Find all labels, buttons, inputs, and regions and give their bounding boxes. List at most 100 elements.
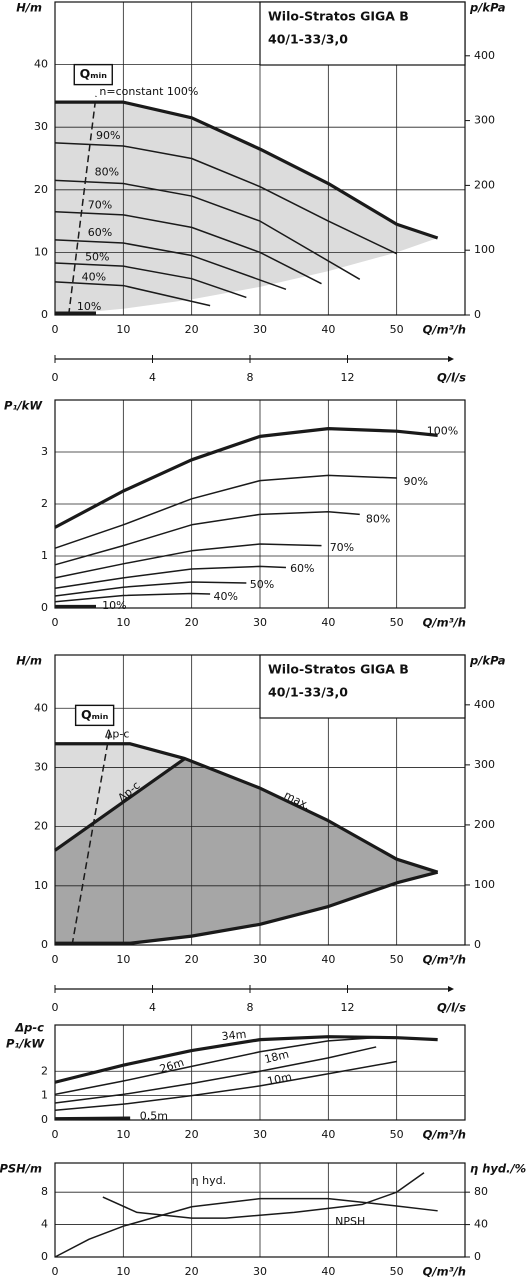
- operating-region: [55, 743, 185, 851]
- y2-tick-label: 0: [474, 938, 481, 951]
- curve: [54, 592, 211, 603]
- curve: [54, 474, 397, 549]
- annotation: Δp-c: [105, 727, 130, 740]
- x-axis-label: Q/m³/h: [423, 1265, 466, 1279]
- curve: [54, 757, 186, 852]
- x-axis-label: Q/m³/h: [423, 616, 466, 630]
- curve: [54, 1035, 438, 1084]
- x-tick-label: 50: [390, 953, 404, 966]
- y-tick-label: 0: [41, 1250, 48, 1263]
- y2-tick-label: 100: [474, 878, 495, 891]
- x-tick-label: 10: [116, 1265, 130, 1278]
- y-tick-label: 2: [41, 497, 48, 510]
- y2-axis-label: η hyd./%: [470, 1162, 526, 1176]
- y-axis-label: P₁/kW: [6, 1037, 45, 1051]
- curve-label: 100%: [427, 425, 458, 438]
- qmin-line: [67, 95, 97, 316]
- curve-label: 60%: [290, 562, 314, 575]
- y-tick-label: 1: [41, 1089, 48, 1102]
- y-tick-label: 10: [34, 879, 48, 892]
- x-tick-label: 0: [52, 616, 59, 629]
- y-tick-label: 10: [34, 245, 48, 258]
- curve-label: 80%: [95, 165, 119, 178]
- x-axis-label: Q/m³/h: [423, 953, 466, 967]
- curve-label: 40%: [214, 590, 238, 603]
- y-tick-label: 0: [41, 308, 48, 321]
- x-tick-label: 10: [116, 1128, 130, 1141]
- x-tick-label: 8: [247, 1001, 254, 1014]
- y-tick-label: 2: [41, 1064, 48, 1077]
- qmin-label: Qₘᵢₙ: [80, 66, 108, 81]
- curve-label: η hyd.: [192, 1174, 226, 1187]
- operating-region: [55, 102, 438, 315]
- y-tick-label: 30: [34, 760, 48, 773]
- y-tick-label: 0: [41, 1113, 48, 1126]
- x-tick-label: 20: [185, 616, 199, 629]
- y-tick-label: 30: [34, 120, 48, 133]
- operating-region: [55, 758, 438, 944]
- curve: [55, 870, 439, 945]
- curve-label: 70%: [330, 541, 354, 554]
- y-tick-label: 0: [41, 601, 48, 614]
- curve: [54, 1036, 377, 1096]
- x-tick-label: 0: [52, 1265, 59, 1278]
- curve-label: 18m: [263, 1048, 290, 1067]
- x-tick-label: 10: [116, 953, 130, 966]
- qmin-box: [73, 63, 113, 86]
- plot-frame: [54, 1024, 466, 1121]
- y2-tick-label: 200: [474, 818, 495, 831]
- y-axis-label: Δp-c: [14, 1021, 44, 1035]
- curve: [54, 581, 247, 597]
- y2-tick-label: 300: [474, 114, 495, 127]
- y-axis-label: P₁/kW: [4, 399, 43, 413]
- x-tick-label: 0: [52, 323, 59, 336]
- curve-label: 34m: [221, 1028, 247, 1044]
- y2-tick-label: 400: [474, 698, 495, 711]
- curve: [54, 179, 361, 280]
- y2-tick-label: 300: [474, 758, 495, 771]
- y2-tick-label: 40: [474, 1218, 488, 1231]
- curve-label: 70%: [88, 198, 112, 211]
- x-axis-label: Q/l/s: [437, 1001, 466, 1015]
- x-tick-label: 30: [253, 1265, 267, 1278]
- y-axis-label: NPSH/m: [0, 1162, 42, 1176]
- x-axis-label: Q/m³/h: [423, 1128, 466, 1142]
- y-tick-label: 40: [34, 701, 48, 714]
- y-tick-label: 20: [34, 820, 48, 833]
- x-tick-label: 10: [116, 616, 130, 629]
- chart-subtitle: 40/1-33/3,0: [268, 32, 348, 47]
- x-tick-label: 10: [116, 323, 130, 336]
- y2-tick-label: 400: [474, 49, 495, 62]
- curve: [54, 511, 360, 566]
- curve-label: 60%: [88, 226, 112, 239]
- x-tick-label: 12: [341, 371, 355, 384]
- x-tick-label: 20: [185, 1128, 199, 1141]
- x-tick-label: 50: [390, 1265, 404, 1278]
- x-tick-label: 0: [52, 953, 59, 966]
- curve: [54, 210, 322, 285]
- x-tick-label: 20: [185, 1265, 199, 1278]
- qmin-label: Qₘᵢₙ: [81, 707, 109, 722]
- curve: [54, 1116, 131, 1121]
- curve-label: 80%: [366, 513, 390, 526]
- curve: [55, 742, 439, 874]
- x-tick-label: 8: [247, 371, 254, 384]
- curve: [54, 262, 247, 299]
- x-tick-label: 40: [321, 616, 335, 629]
- y2-tick-label: 0: [474, 1250, 481, 1263]
- x-tick-label: 4: [149, 1001, 156, 1014]
- x-tick-label: 30: [253, 323, 267, 336]
- x-tick-label: 30: [253, 1128, 267, 1141]
- plot-frame: [54, 1162, 466, 1258]
- axis-arrow: [448, 356, 454, 362]
- curve: [54, 565, 286, 589]
- plot-frame: [54, 399, 466, 609]
- title-box: [259, 1, 466, 66]
- curve-label: NPSH: [335, 1215, 365, 1228]
- curve: [55, 100, 439, 240]
- y-tick-label: 3: [41, 445, 48, 458]
- curve: [54, 1197, 438, 1258]
- curve-label: 10%: [77, 300, 101, 313]
- title-box: [259, 654, 466, 719]
- x-tick-label: 40: [321, 323, 335, 336]
